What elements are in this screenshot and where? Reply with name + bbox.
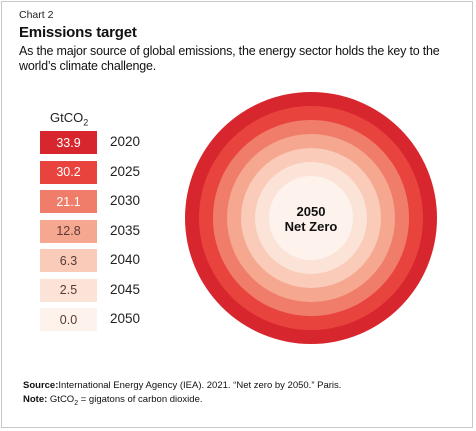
legend-unit: GtCO2 bbox=[50, 110, 88, 128]
legend-year-label: 2025 bbox=[110, 163, 141, 179]
legend-row: 33.9 2020 bbox=[40, 131, 200, 161]
chart-footer: Source:International Energy Agency (IEA)… bbox=[23, 379, 463, 411]
legend-row: 0.0 2050 bbox=[40, 308, 200, 338]
source-label: Source: bbox=[23, 380, 59, 391]
legend-row: 12.8 2035 bbox=[40, 219, 200, 250]
legend-year-label: 2020 bbox=[110, 134, 141, 149]
legend-unit-sub: 2 bbox=[83, 117, 89, 128]
ring-2050 bbox=[269, 176, 353, 260]
legend: 33.9 2020 30.2 2025 21.1 2030 12.8 2035 6.3 2040 2… bbox=[40, 131, 200, 338]
chart-number: Chart 2 bbox=[19, 9, 54, 21]
legend-year-label: 2040 bbox=[110, 252, 141, 267]
legend-row: 30.2 2025 bbox=[40, 160, 200, 191]
legend-value-swatch: 12.8 bbox=[40, 219, 97, 243]
chart-subtitle: As the major source of global emissions,… bbox=[19, 44, 440, 73]
note-unit-sub: 2 bbox=[74, 399, 79, 407]
note-line: Note: GtCO2 = gigatons of carbon dioxide… bbox=[23, 393, 463, 411]
legend-row: 21.1 2030 bbox=[40, 190, 200, 220]
legend-value-swatch: 6.3 bbox=[40, 249, 97, 272]
chart-title: Emissions target bbox=[19, 24, 137, 41]
legend-value-swatch: 21.1 bbox=[40, 190, 97, 213]
source-text: International Energy Agency (IEA). 2021.… bbox=[58, 380, 342, 391]
source-line: Source:International Energy Agency (IEA)… bbox=[23, 379, 463, 393]
legend-year-label: 2045 bbox=[110, 281, 141, 297]
legend-row: 6.3 2040 bbox=[40, 249, 200, 279]
legend-value-swatch: 30.2 bbox=[40, 160, 97, 184]
note-text: = gigatons of carbon dioxide. bbox=[78, 394, 203, 405]
center-label-year: 2050 bbox=[297, 204, 326, 219]
center-label-text: Net Zero bbox=[285, 219, 338, 234]
note-unit: GtCO bbox=[49, 394, 75, 405]
legend-year-label: 2030 bbox=[110, 193, 141, 208]
legend-year-label: 2035 bbox=[110, 222, 141, 238]
legend-unit-text: GtCO bbox=[50, 110, 84, 125]
legend-value-swatch: 2.5 bbox=[40, 278, 97, 302]
legend-row: 2.5 2045 bbox=[40, 278, 200, 309]
legend-year-label: 2050 bbox=[110, 311, 141, 326]
legend-value-swatch: 0.0 bbox=[40, 308, 97, 331]
legend-value-swatch: 33.9 bbox=[40, 131, 97, 154]
note-label: Note: bbox=[23, 394, 48, 405]
